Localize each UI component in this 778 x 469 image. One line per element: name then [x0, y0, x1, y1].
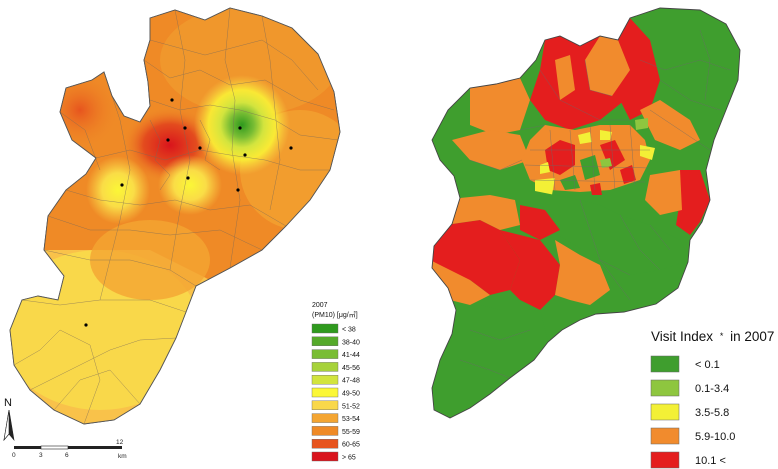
pm10-map — [9, 7, 341, 425]
visit-index-legend: Visit Index * in 2007 < 0.1 0.1-3.4 3.5-5.… — [650, 327, 774, 469]
visit-index-legend-label: 5.9-10.0 — [695, 431, 735, 443]
visit-index-legend-label: < 0.1 — [695, 359, 720, 371]
scale-tick-0: 0 — [12, 452, 16, 459]
pm10-legend-swatch — [311, 451, 339, 462]
scale-tick-6: 6 — [65, 452, 69, 459]
visit-index-legend-label: 10.1 < — [695, 455, 726, 467]
scale-tick-3: 3 — [39, 452, 43, 459]
pm10-legend: 2007 (PM10) [μg/㎥] < 38 38-40 41-44 45-56 47… — [311, 302, 360, 462]
pm10-legend-swatch — [311, 413, 339, 423]
pm10-legend-label: 55-59 — [342, 429, 360, 436]
pm10-legend-label: 47-48 — [342, 378, 360, 385]
visit-index-legend-swatch — [650, 451, 680, 469]
visit-index-legend-marker: * — [720, 331, 724, 341]
pm10-surface — [10, 8, 340, 424]
visit-index-legend-swatch — [650, 379, 680, 397]
pm10-legend-label: 38-40 — [342, 339, 360, 346]
pm10-legend-label: 53-54 — [342, 416, 360, 423]
visit-index-legend-label: 0.1-3.4 — [695, 383, 729, 395]
pm10-legend-title-year: 2007 — [312, 302, 328, 309]
pm10-legend-label: > 65 — [342, 455, 356, 462]
pm10-legend-label: 49-50 — [342, 391, 360, 398]
pm10-legend-swatch — [311, 387, 339, 398]
scale-unit: km — [118, 453, 127, 460]
visit-index-legend-label: 3.5-5.8 — [695, 407, 729, 419]
north-arrow-label: N — [4, 397, 12, 409]
visit-index-legend-swatch — [650, 427, 680, 445]
pm10-legend-label: 51-52 — [342, 403, 360, 410]
pm10-legend-swatch — [311, 349, 339, 359]
pm10-legend-label: 41-44 — [342, 352, 360, 359]
pm10-legend-swatch — [311, 375, 339, 385]
pm10-legend-label: 60-65 — [342, 442, 360, 449]
visit-index-legend-swatch — [650, 355, 680, 373]
north-arrow: N — [3, 397, 15, 442]
pm10-legend-swatch — [311, 336, 339, 346]
pm10-legend-swatch — [311, 426, 339, 436]
pm10-legend-label: 45-56 — [342, 365, 360, 372]
pm10-legend-swatch — [311, 439, 339, 449]
scale-bar: 0 3 6 12 km — [12, 439, 127, 460]
pm10-legend-label: < 38 — [342, 327, 356, 334]
pm10-legend-items: < 38 38-40 41-44 45-56 47-48 49-50 51-52 53-54 5… — [311, 323, 360, 462]
scale-tick-12: 12 — [116, 439, 124, 446]
visit-index-legend-title: Visit Index — [651, 329, 713, 344]
pm10-legend-swatch — [311, 362, 339, 372]
pm10-legend-swatch — [311, 323, 339, 334]
pm10-legend-title-unit: (PM10) [μg/㎥] — [312, 310, 358, 319]
visit-index-legend-swatch — [650, 403, 680, 421]
pm10-legend-swatch — [311, 400, 339, 410]
visit-index-map-outline — [431, 7, 741, 419]
visit-index-legend-items: < 0.1 0.1-3.4 3.5-5.8 5.9-10.0 10.1 < — [650, 355, 735, 469]
svg-text:Visit Index * in 2: Visit Index * in 2007 — [651, 327, 774, 344]
visit-index-legend-suffix: in 2007 — [730, 329, 774, 344]
